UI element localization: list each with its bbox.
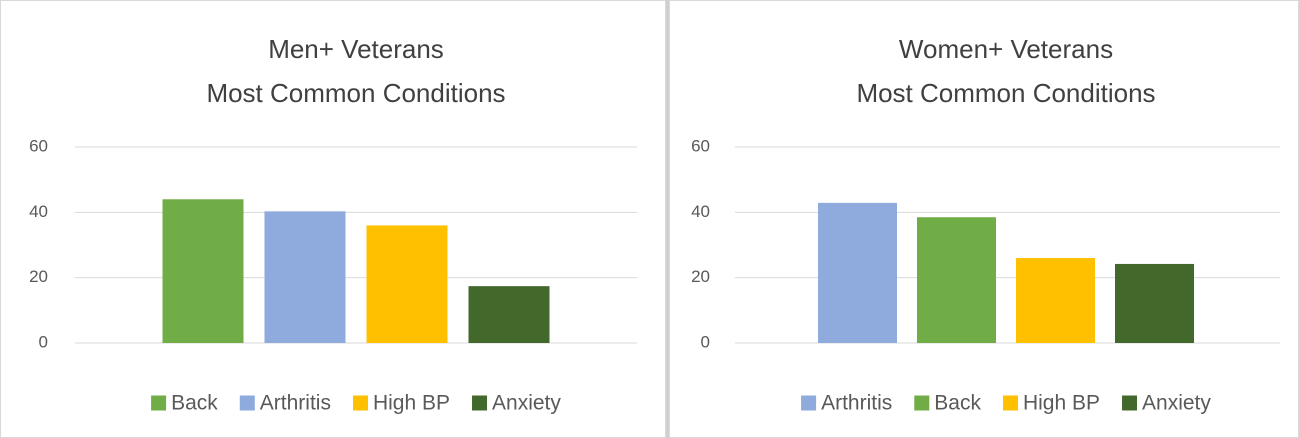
legend-swatch <box>801 395 817 411</box>
legend-label: High BP <box>373 392 450 415</box>
legend-swatch <box>1122 395 1138 411</box>
legend-swatch <box>914 395 930 411</box>
y-tick-label: 20 <box>691 267 710 286</box>
bar <box>917 217 996 343</box>
y-tick-label: 40 <box>691 202 710 221</box>
legend-swatch <box>151 395 167 411</box>
bar <box>162 199 244 343</box>
legend-label: High BP <box>1023 392 1100 415</box>
y-tick-label: 0 <box>701 332 710 351</box>
bar <box>818 202 897 343</box>
legend-label: Back <box>934 392 981 415</box>
legend-swatch <box>1002 395 1018 411</box>
bar <box>366 225 448 343</box>
legend-swatch <box>472 395 488 411</box>
y-tick-label: 0 <box>39 332 48 351</box>
chart-title: Most Common Conditions <box>206 78 505 108</box>
divider <box>666 0 669 438</box>
legend-label: Anxiety <box>492 392 561 415</box>
bar <box>1016 258 1095 343</box>
chart-title: Women+ Veterans <box>899 34 1113 64</box>
chart-title: Most Common Conditions <box>856 78 1155 108</box>
legend-label: Arthritis <box>260 392 331 415</box>
y-tick-label: 40 <box>29 202 48 221</box>
legend-label: Anxiety <box>1142 392 1211 415</box>
y-tick-label: 60 <box>29 136 48 155</box>
legend-swatch <box>239 395 255 411</box>
bar <box>264 211 346 343</box>
bar <box>468 286 550 343</box>
legend-label: Arthritis <box>821 392 892 415</box>
y-tick-label: 20 <box>29 267 48 286</box>
legend-label: Back <box>171 392 218 415</box>
y-tick-label: 60 <box>691 136 710 155</box>
chart-title: Men+ Veterans <box>268 34 444 64</box>
bar <box>1115 263 1194 343</box>
legend-swatch <box>352 395 368 411</box>
